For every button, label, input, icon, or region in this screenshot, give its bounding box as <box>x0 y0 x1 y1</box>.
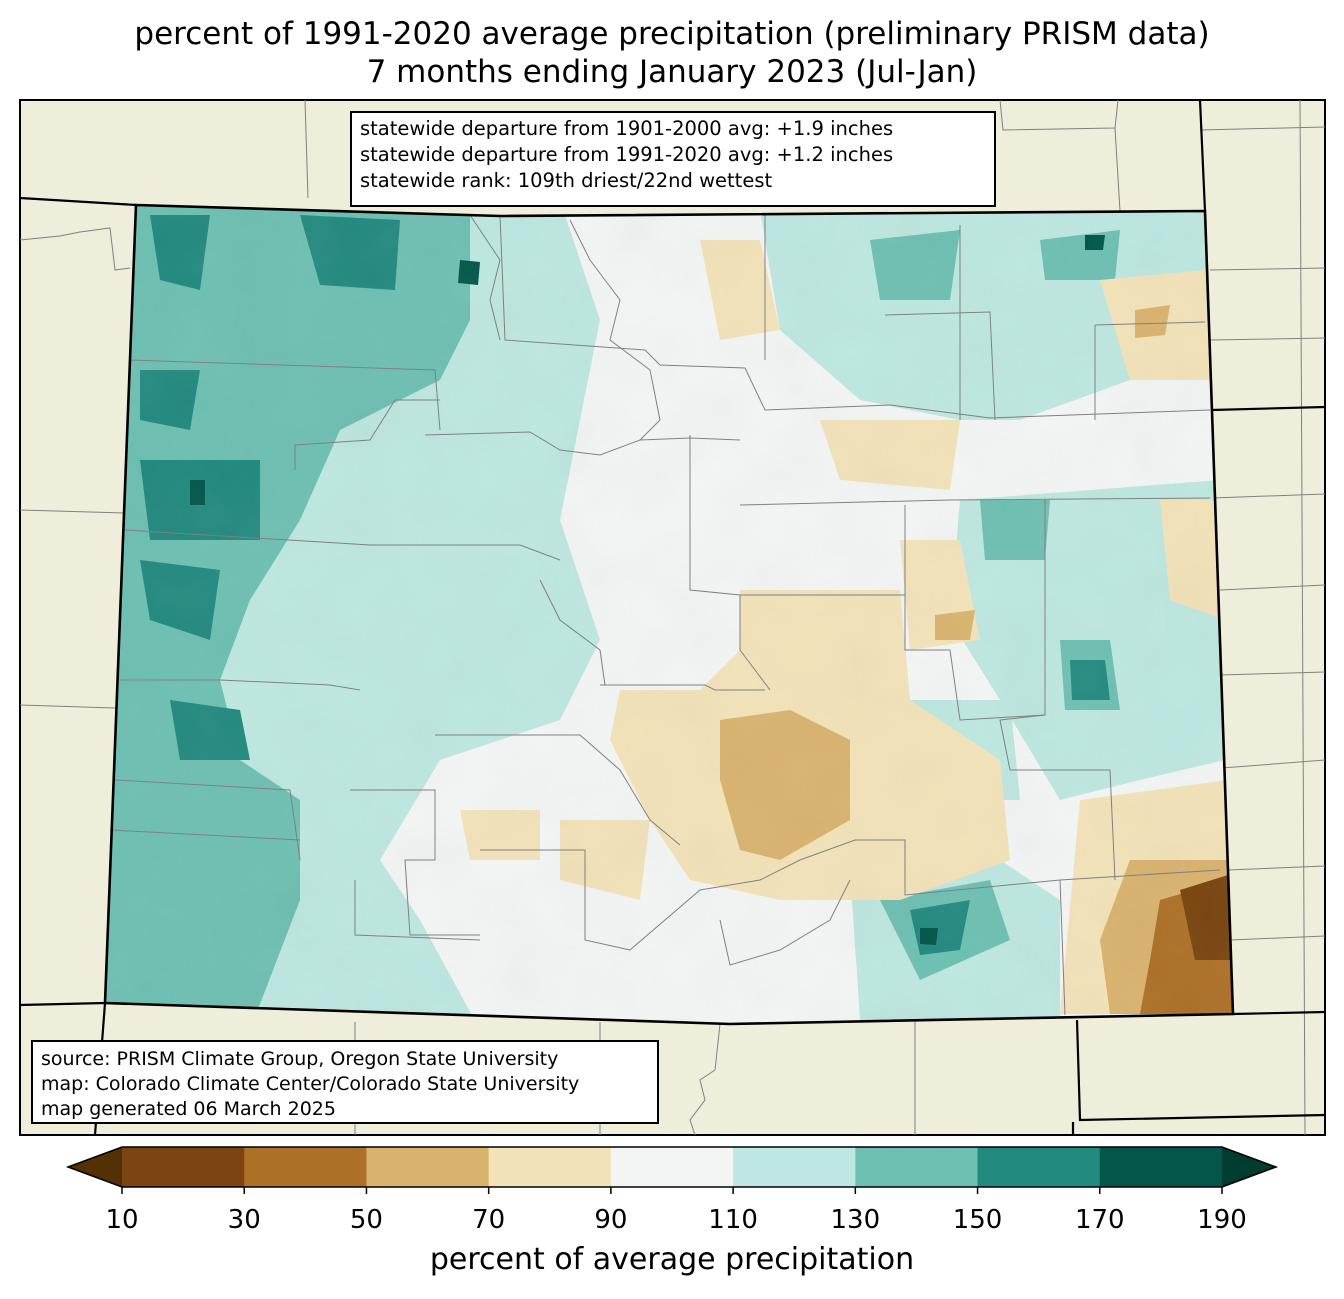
source-box: source: PRISM Climate Group, Oregon Stat… <box>31 1040 659 1124</box>
colorbar-bin-110-130 <box>733 1147 856 1187</box>
colorado-border <box>103 203 1235 1026</box>
stats-line-rank: statewide rank: 109th driest/22nd wettes… <box>360 169 773 192</box>
source-line: source: PRISM Climate Group, Oregon Stat… <box>41 1048 559 1070</box>
colorbar-tick-label: 50 <box>349 1205 383 1235</box>
colorbar-bin-10-30 <box>122 1147 245 1187</box>
county-lines <box>109 214 1221 1016</box>
colorbar-tick-label: 110 <box>708 1205 758 1235</box>
colorbar-bin-90-110 <box>610 1147 734 1187</box>
colorbar-bin-170-190 <box>1099 1147 1223 1187</box>
colorbar-tick-label: 10 <box>105 1205 139 1235</box>
map-title-line2: 7 months ending January 2023 (Jul-Jan) <box>366 54 978 90</box>
colorbar <box>65 1146 1279 1194</box>
colorbar-bin-70-90 <box>488 1147 612 1187</box>
map-credit-line: map: Colorado Climate Center/Colorado St… <box>41 1073 580 1095</box>
colorbar-bin-50-70 <box>366 1147 490 1187</box>
colorbar-tick-label: 150 <box>952 1205 1003 1235</box>
map-title-line1: percent of 1991-2020 average precipitati… <box>134 16 1210 52</box>
colorbar-tick-label: 70 <box>472 1205 506 1235</box>
generated-date-line: map generated 06 March 2025 <box>41 1098 336 1120</box>
neighbor-boundaries <box>19 99 1326 1136</box>
colorbar-under-arrow <box>68 1147 122 1187</box>
colorado-precip-field <box>105 205 1233 1024</box>
stats-line-1901-2000: statewide departure from 1901-2000 avg: … <box>360 117 894 140</box>
statewide-stats-box: statewide departure from 1901-2000 avg: … <box>350 111 996 207</box>
colorbar-bin-30-50 <box>244 1147 367 1187</box>
colorbar-tick-label: 130 <box>830 1205 881 1235</box>
state-borders <box>19 99 1326 1136</box>
colorbar-tick-label: 170 <box>1074 1205 1125 1235</box>
colorbar-label: percent of average precipitation <box>429 1242 915 1277</box>
colorbar-tick-label: 190 <box>1197 1205 1247 1235</box>
colorbar-tick-label: 30 <box>227 1205 261 1235</box>
colorbar-bin-130-150 <box>855 1147 979 1187</box>
colorbar-over-arrow <box>1222 1147 1276 1187</box>
colorbar-bin-150-170 <box>977 1147 1101 1187</box>
colorbar-tick-label: 90 <box>594 1205 628 1235</box>
stats-line-1991-2020: statewide departure from 1991-2020 avg: … <box>360 143 894 166</box>
